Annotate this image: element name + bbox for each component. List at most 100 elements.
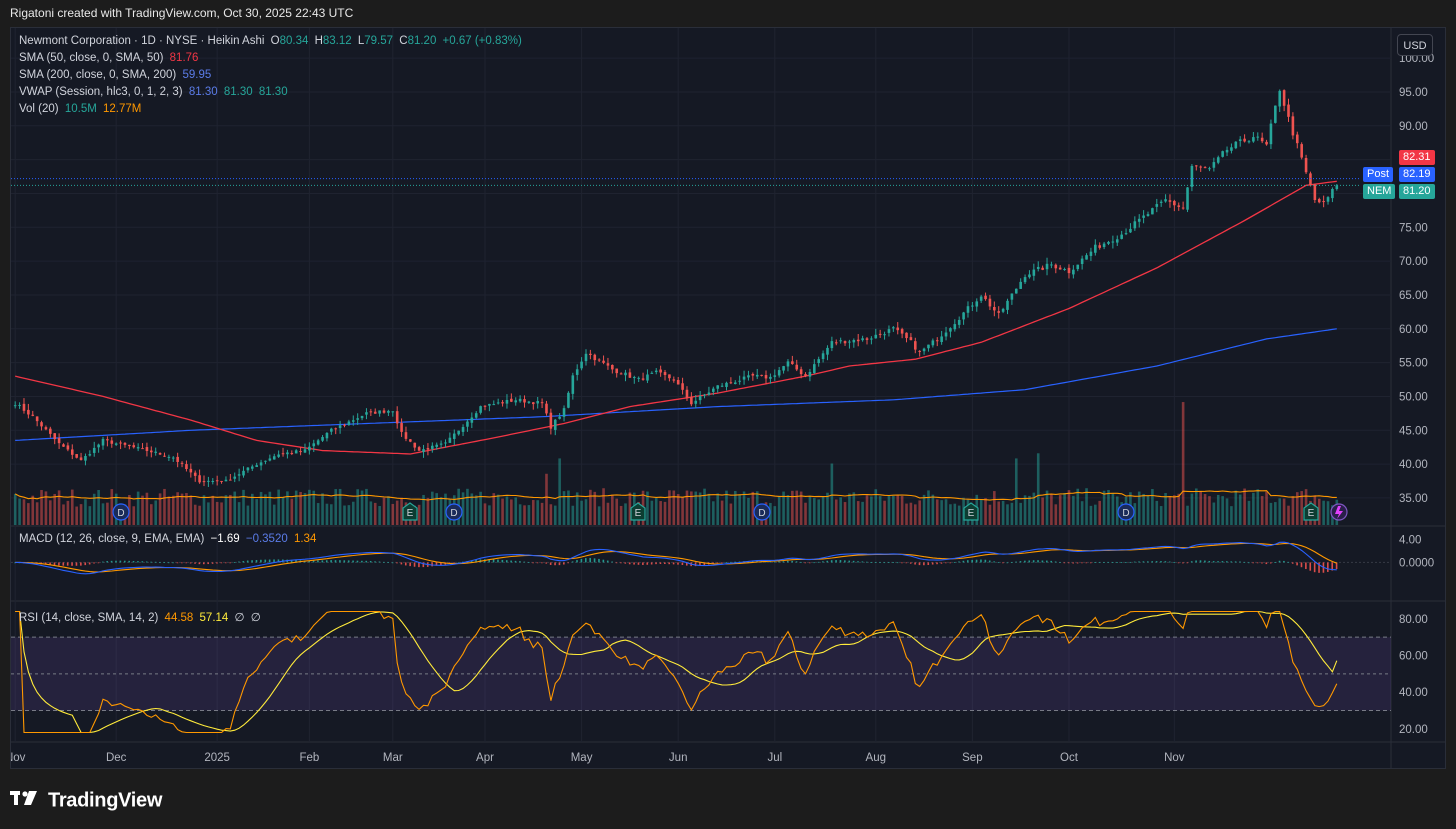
currency-button[interactable]: USD [1397,34,1433,56]
volume-bar [1142,493,1145,525]
candle-body [940,336,943,342]
earnings-marker[interactable]: E [1303,502,1319,521]
volume-bar [479,491,482,525]
rsi-legend[interactable]: RSI (14, close, SMA, 14, 2) 44.58 57.14 … [19,610,264,624]
volume-bar [53,493,57,525]
macd-histogram-bar [567,562,570,564]
volume-bar [808,496,812,525]
macd-histogram-bar [1247,562,1250,564]
macd-histogram-bar [400,562,403,565]
macd-histogram-bar [462,561,464,563]
candle-body [119,442,122,444]
candle-body [496,402,500,404]
sma50-legend[interactable]: SMA (50, close, 0, SMA, 50) 81.76 [19,52,201,64]
volume-bar [312,490,316,525]
dividend-marker[interactable]: D [1117,503,1135,521]
volume-bar [198,505,201,525]
candle-body [444,442,447,444]
volume-bar [202,495,206,525]
macd-histogram-bar [492,559,495,563]
ohlc-open: 80.34 [279,35,309,47]
volume-bar [729,503,733,525]
sma200-legend[interactable]: SMA (200, close, 0, SMA, 200) 59.95 [19,69,214,81]
macd-histogram-bar [848,560,851,563]
volume-bar [277,489,280,525]
volume-bar [387,496,390,525]
macd-histogram-bar [1221,561,1224,563]
macd-histogram-bar [549,562,552,565]
volume-bar [1146,495,1150,525]
macd-histogram-bar [123,560,126,563]
macd-histogram-bar [242,561,245,563]
earnings-marker[interactable]: E [402,502,418,521]
macd-histogram-bar [962,560,965,563]
volume-bar [865,495,869,525]
macd-histogram-bar [457,562,460,564]
macd-histogram-bar [488,559,490,563]
candle-body [975,301,979,307]
volume-bar [1006,504,1009,525]
ohlc-low: 79.57 [364,35,394,47]
candle-body [1058,267,1062,270]
volume-bar [75,506,78,525]
candle-body [848,341,851,343]
macd-histogram-bar [66,562,69,566]
volume-bar [733,490,737,525]
event-marker-label: D [758,508,765,519]
volume-bar [654,498,658,525]
candle-body [1282,90,1286,106]
volume-bar [935,499,939,525]
macd-histogram-bar [343,560,346,563]
chart-canvas[interactable]: Nov Dec 2025 Feb Mar Apr May Jun Jul Aug Sep Oct Nov… [11,28,1446,769]
candle-body [387,410,390,413]
macd-histogram-bar [993,561,995,563]
dividend-marker[interactable]: D [753,503,771,521]
macd-histogram-bar [93,562,95,564]
chart-frame[interactable]: Nov Dec 2025 Feb Mar Apr May Jun Jul Aug Sep Oct Nov… [10,27,1446,769]
candle-body [1186,187,1189,210]
candle-body [935,340,939,342]
volume-bar [1260,496,1264,525]
volume-bar [492,493,496,525]
macd-histogram-bar [808,562,811,564]
earnings-icon [1303,502,1319,521]
candle-body [979,296,983,301]
macd-histogram-bar [826,560,829,563]
volume-bar [887,495,891,525]
volume-bar [870,496,873,525]
macd-histogram-bar [1195,560,1197,563]
sma200-line [15,328,1337,441]
macd-histogram-bar [365,560,368,563]
volume-bar [1072,495,1075,525]
candle-body [843,341,847,344]
volume-bar [395,500,399,525]
macd-histogram-bar [44,562,47,565]
candle-body [49,428,52,434]
dividend-marker[interactable]: D [445,503,463,521]
tradingview-brand[interactable]: TradingView [10,789,162,813]
macd-histogram-bar [198,562,201,565]
macd-legend[interactable]: MACD (12, 26, close, 9, EMA, EMA) −1.69 … [19,533,319,545]
volume-bar [1050,493,1053,525]
dividend-marker[interactable]: D [112,503,130,521]
candle-body [694,400,698,404]
earnings-marker[interactable]: E [630,502,646,521]
candle-body [1023,277,1027,283]
macd-histogram-bar [1186,562,1189,564]
volume-bar [31,495,35,525]
x-tick-label: Feb [299,752,319,764]
volume-legend[interactable]: Vol (20) 10.5M 12.77M [19,103,144,115]
candle-body [856,339,860,342]
volume-bar [101,503,105,525]
earnings-marker[interactable]: E [963,502,979,521]
volume-bar [861,501,864,525]
macd-histogram-bar [238,561,240,563]
candle-body [1269,123,1273,145]
volume-bar [400,497,403,525]
symbol-legend[interactable]: Newmont Corporation · 1D · NYSE · Heikin… [19,35,525,47]
volume-bar [1322,500,1325,525]
macd-histogram-bar [1076,562,1079,564]
macd-histogram-bar [440,562,442,566]
vwap-legend[interactable]: VWAP (Session, hlc3, 0, 1, 2, 3) 81.30 8… [19,86,291,98]
volume-bar [944,499,948,525]
